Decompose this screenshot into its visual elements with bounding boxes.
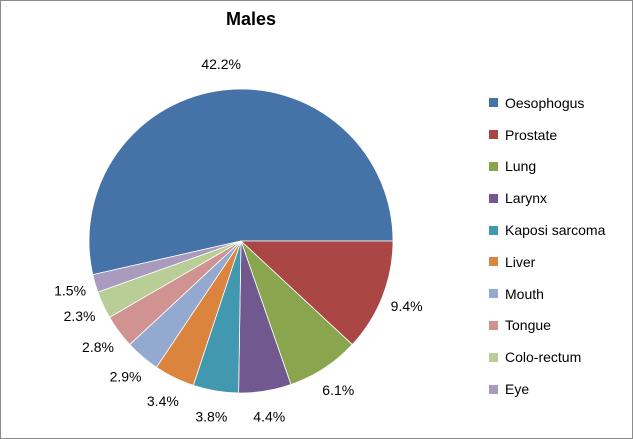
data-label: 4.4% xyxy=(253,409,285,425)
data-label: 6.1% xyxy=(322,382,354,398)
legend-swatch xyxy=(489,320,498,330)
legend-swatch xyxy=(489,225,498,235)
data-label: 3.4% xyxy=(147,393,179,409)
legend-item: Larynx xyxy=(489,182,605,214)
legend-label: Oesophogus xyxy=(505,94,585,111)
legend-item: Tongue xyxy=(489,310,605,342)
legend-label: Larynx xyxy=(505,190,548,207)
legend-swatch xyxy=(489,289,498,299)
legend-label: Lung xyxy=(505,158,537,175)
legend-label: Colo-rectum xyxy=(505,349,582,366)
legend-label: Mouth xyxy=(505,285,544,302)
legend-item: Lung xyxy=(489,151,605,183)
legend-swatch xyxy=(489,193,498,203)
legend-label: Tongue xyxy=(505,317,551,334)
legend-label: Eye xyxy=(505,381,530,398)
legend-swatch xyxy=(489,98,498,108)
legend-item: Kaposi sarcoma xyxy=(489,214,605,246)
legend-item: Oesophogus xyxy=(489,87,605,119)
pie-slice-oesophogus xyxy=(88,88,394,276)
legend-swatch xyxy=(489,257,498,267)
legend-item: Liver xyxy=(489,246,605,278)
data-label: 3.8% xyxy=(195,409,227,425)
legend-label: Kaposi sarcoma xyxy=(505,222,606,239)
legend-swatch xyxy=(489,161,498,171)
legend-label: Liver xyxy=(505,253,536,270)
legend-item: Colo-rectum xyxy=(489,341,605,373)
chart-title: Males xyxy=(225,9,277,29)
legend-item: Mouth xyxy=(489,278,605,310)
pie-slice-prostate xyxy=(239,240,394,346)
pie-slice-eye xyxy=(92,240,242,293)
legend-item: Eye xyxy=(489,373,605,405)
legend-swatch xyxy=(489,352,498,362)
legend-swatch xyxy=(489,130,498,140)
data-label: 1.5% xyxy=(54,283,86,299)
legend-label: Prostate xyxy=(505,126,558,143)
data-label: 9.4% xyxy=(391,298,423,314)
legend: Oesophogus Prostate Lung Larynx Kaposi sarco… xyxy=(489,87,605,405)
data-label: 2.9% xyxy=(110,368,142,384)
data-label: 2.8% xyxy=(82,339,114,355)
data-label: 42.2% xyxy=(201,56,241,72)
legend-item: Prostate xyxy=(489,119,605,151)
data-label: 2.3% xyxy=(64,308,96,324)
legend-swatch xyxy=(489,384,498,394)
